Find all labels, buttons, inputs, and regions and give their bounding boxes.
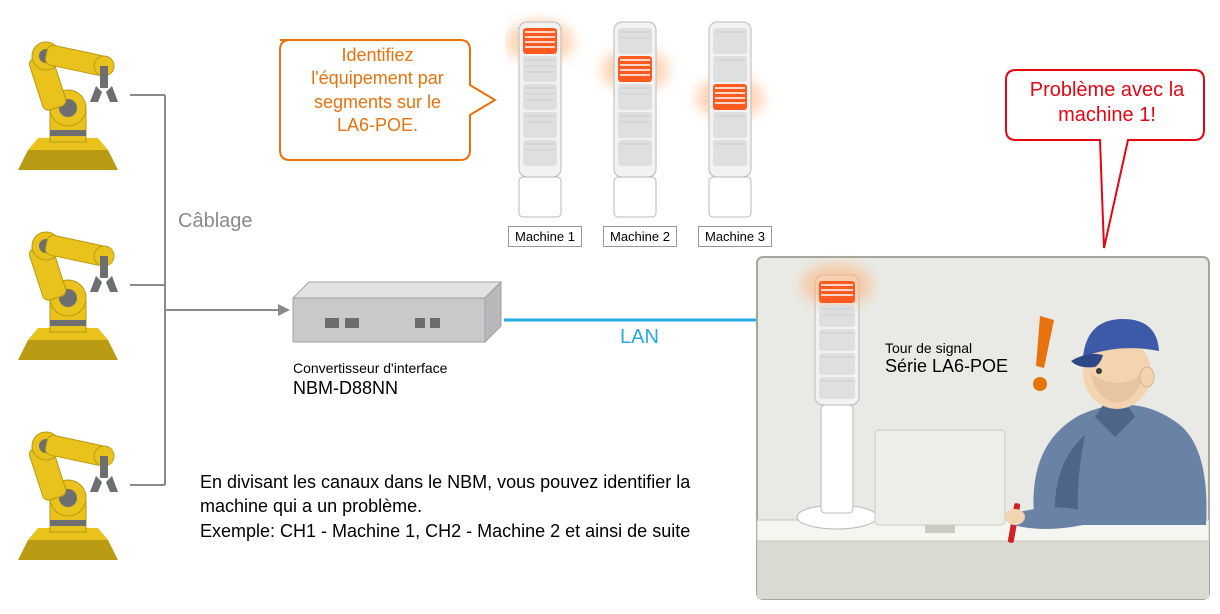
wiring-label: Câblage bbox=[178, 210, 253, 233]
diagram-stage: Câblage Identifiez l'équipement par segm… bbox=[0, 0, 1220, 614]
tour-sub-label: Tour de signal bbox=[885, 340, 972, 356]
tour-model-label: Série LA6-POE bbox=[885, 356, 1008, 377]
problem-text: Problème avec la machine 1! bbox=[1014, 78, 1200, 128]
body-p1: En divisant les canaux dans le NBM, vous… bbox=[200, 470, 740, 519]
problem-line1: Problème avec la bbox=[1030, 79, 1185, 101]
converter-sub-label: Convertisseur d'interface bbox=[293, 360, 447, 376]
callout-line2: l'équipement par bbox=[311, 68, 444, 88]
problem-line2: machine 1! bbox=[1058, 104, 1156, 126]
desk-scene bbox=[755, 255, 1215, 605]
body-text: En divisant les canaux dans le NBM, vous… bbox=[200, 470, 740, 543]
tower-2-label: Machine 2 bbox=[603, 226, 677, 247]
exclaim-icon bbox=[1020, 310, 1070, 400]
callout-line3: segments sur le bbox=[314, 92, 441, 112]
lan-label: LAN bbox=[620, 326, 659, 349]
callout-text: Identifiez l'équipement par segments sur… bbox=[285, 44, 470, 138]
converter-model-label: NBM-D88NN bbox=[293, 378, 398, 399]
callout-line4: LA6-POE. bbox=[337, 115, 418, 135]
converter-box bbox=[285, 270, 515, 360]
tower-3-label: Machine 3 bbox=[698, 226, 772, 247]
body-p2: Exemple: CH1 - Machine 1, CH2 - Machine … bbox=[200, 519, 740, 543]
tower-1-label: Machine 1 bbox=[508, 226, 582, 247]
callout-line1: Identifiez bbox=[341, 45, 413, 65]
